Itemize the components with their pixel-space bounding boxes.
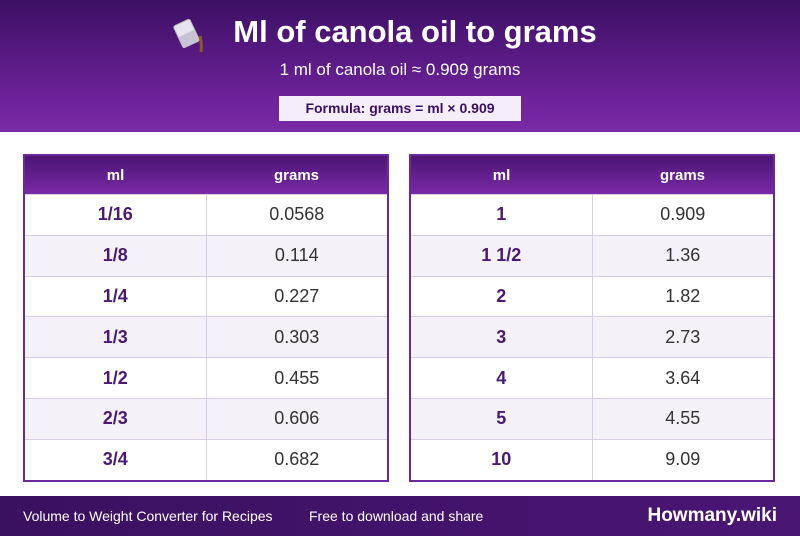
table: ml grams 1/16 0.0568 1/8 0.114 1/4 0.227 1/3 0.30…: [23, 154, 389, 482]
table-cell: 0.0568: [269, 204, 325, 225]
footer-text: Volume to Weight Converter for Recipes: [23, 508, 273, 524]
table-row: 4 3.64: [411, 357, 773, 398]
table-cell: 1/3: [25, 317, 207, 358]
table-cell: 3: [411, 317, 593, 358]
table-cell: 0.227: [274, 285, 320, 306]
table-cell: 4.55: [665, 408, 701, 429]
table-cell: 2.73: [665, 326, 701, 347]
table-cell: 3/4: [25, 439, 207, 480]
column-header: grams: [273, 166, 320, 184]
table-cell: 10: [411, 439, 593, 480]
table-row: 3/4 0.682: [25, 438, 387, 480]
table-cell: 0.114: [274, 245, 319, 266]
table-cell: 1/16: [25, 195, 207, 235]
icon: [173, 18, 203, 53]
table-row: 2/3 0.606: [25, 397, 387, 439]
header: Ml of canola oil to grams 1 ml of canola…: [0, 0, 800, 132]
table-row: 5 4.55: [411, 397, 773, 439]
table-cell: 0.455: [274, 367, 320, 388]
table-cell: 0.303: [274, 326, 320, 347]
table-row: 1 0.909: [411, 194, 773, 235]
header-row: ml grams: [411, 156, 773, 194]
column-header: ml: [106, 166, 125, 184]
table-cell: 2/3: [25, 398, 207, 439]
table-cell: 1/4: [25, 276, 207, 317]
table-row: 3 2.73: [411, 316, 773, 358]
table-cell: 9.09: [665, 449, 701, 470]
footer-text: Free to download and share: [309, 508, 484, 524]
table-row: 1 1/2 1.36: [411, 234, 773, 276]
column-header: ml: [492, 166, 511, 184]
table-cell: 1: [411, 195, 593, 235]
table-cell: 0.682: [274, 449, 320, 470]
title: Ml of canola oil to grams: [233, 14, 597, 49]
table-cell: 1.82: [665, 285, 701, 306]
table-row: 10 9.09: [411, 438, 773, 480]
table-row: 1/2 0.455: [25, 357, 387, 398]
table-cell: 1 1/2: [411, 235, 593, 276]
table-row: 1/4 0.227: [25, 275, 387, 317]
table-cell: 4: [411, 358, 593, 398]
table-row: 2 1.82: [411, 275, 773, 317]
table-cell: 1.36: [665, 245, 701, 266]
footer: Volume to Weight Converter for Recipes F…: [0, 496, 800, 536]
table-cell: 2: [411, 276, 593, 317]
table-row: 1/3 0.303: [25, 316, 387, 358]
table-cell: 0.909: [660, 204, 706, 225]
table-cell: 1/8: [25, 235, 207, 276]
table-row: 1/8 0.114: [25, 234, 387, 276]
column-header: grams: [659, 166, 706, 184]
table-cell: 1/2: [25, 358, 207, 398]
header-row: ml grams: [25, 156, 387, 194]
table-cell: 3.64: [665, 367, 701, 388]
table-cell: 0.606: [274, 408, 320, 429]
brand: Howmany.wiki: [647, 505, 777, 526]
table: ml grams 1 0.909 1 1/2 1.36 2 1.82 3 2.73 4 3.64 5 4.…: [409, 154, 775, 482]
formula: Formula: grams = ml × 0.909: [279, 96, 521, 121]
table-cell: 5: [411, 398, 593, 439]
table-row: 1/16 0.0568: [25, 194, 387, 235]
subtitle: 1 ml of canola oil ≈ 0.909 grams: [279, 60, 521, 79]
